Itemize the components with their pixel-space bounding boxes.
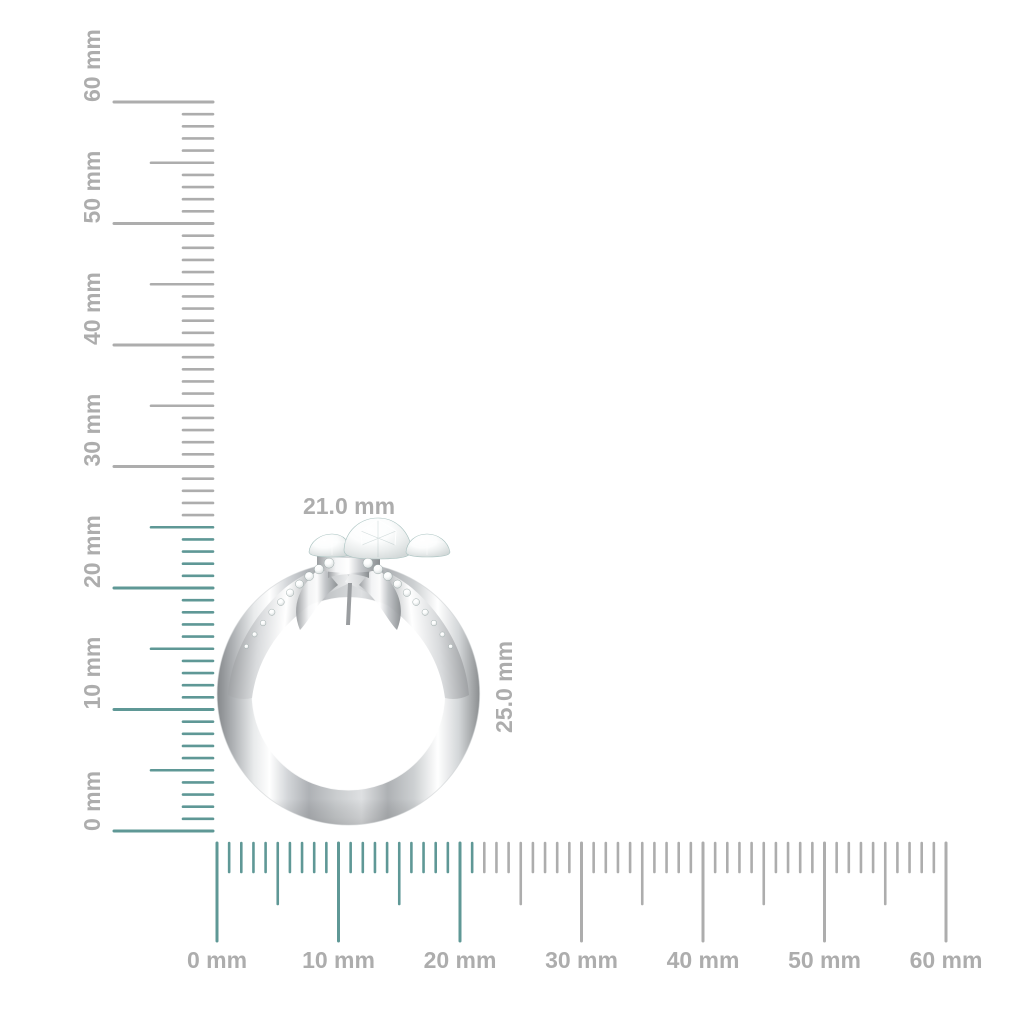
svg-text:20 mm: 20 mm: [424, 947, 497, 973]
svg-text:50 mm: 50 mm: [788, 947, 861, 973]
svg-text:60 mm: 60 mm: [79, 29, 105, 102]
svg-text:30 mm: 30 mm: [79, 394, 105, 467]
svg-text:20 mm: 20 mm: [79, 515, 105, 588]
svg-text:30 mm: 30 mm: [545, 947, 618, 973]
svg-text:0 mm: 0 mm: [79, 771, 105, 831]
svg-text:40 mm: 40 mm: [667, 947, 740, 973]
svg-text:0 mm: 0 mm: [187, 947, 247, 973]
svg-text:60 mm: 60 mm: [910, 947, 983, 973]
svg-text:10 mm: 10 mm: [79, 637, 105, 710]
svg-text:40 mm: 40 mm: [79, 272, 105, 345]
svg-text:50 mm: 50 mm: [79, 151, 105, 224]
svg-text:21.0 mm: 21.0 mm: [303, 493, 395, 519]
svg-text:25.0 mm: 25.0 mm: [491, 641, 517, 733]
svg-text:10 mm: 10 mm: [302, 947, 375, 973]
